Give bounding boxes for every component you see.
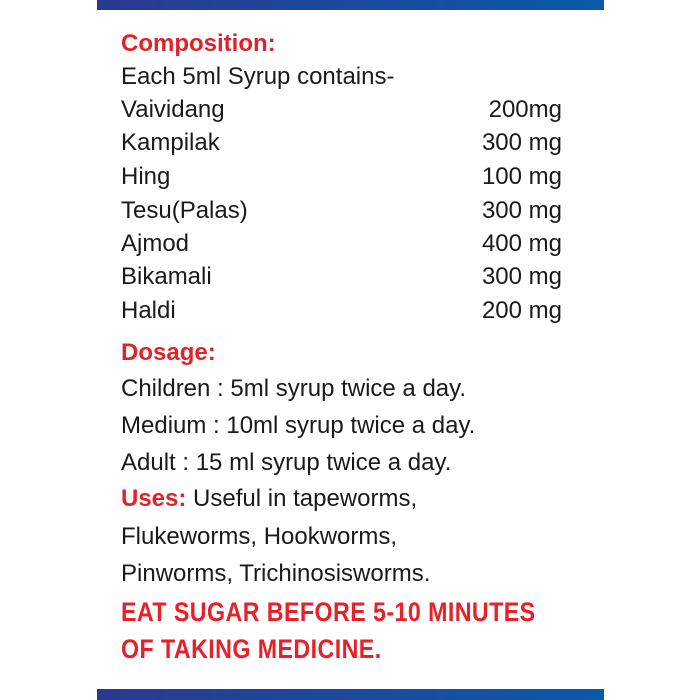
uses-line: Pinworms, Trichinosisworms. (121, 560, 431, 587)
ingredient-row: Hing 100 mg (121, 163, 562, 191)
ingredient-row: Bikamali 300 mg (121, 263, 562, 291)
composition-heading: Composition: (121, 30, 276, 57)
uses-text: Useful in tapeworms, (193, 485, 418, 512)
uses-line: Uses: Useful in tapeworms, (121, 485, 417, 513)
ingredient-amount: 300 mg (481, 197, 562, 224)
ingredient-name: Haldi (121, 297, 176, 324)
ingredient-name: Hing (121, 163, 171, 190)
ingredient-row: Haldi 200 mg (121, 297, 562, 325)
ingredient-name: Vaividang (121, 96, 225, 123)
dosage-heading: Dosage: (121, 339, 216, 366)
ingredient-row: Ajmod 400 mg (121, 230, 562, 258)
warning-line: EAT SUGAR BEFORE 5-10 MINUTES (121, 597, 536, 627)
bottom-banner-bar (97, 689, 604, 700)
ingredient-row: Vaividang 200mg (121, 96, 562, 124)
ingredient-amount: 200 mg (481, 297, 562, 324)
ingredient-name: Ajmod (121, 230, 190, 257)
ingredient-amount: 200mg (488, 96, 562, 123)
ingredient-amount: 300 mg (481, 129, 562, 156)
ingredient-name: Kampilak (121, 129, 220, 156)
dosage-line: Adult : 15 ml syrup twice a day. (121, 449, 452, 476)
ingredient-row: Kampilak 300 mg (121, 129, 562, 157)
top-banner-bar (97, 0, 604, 10)
ingredient-amount: 400 mg (481, 230, 562, 257)
uses-heading: Uses: (121, 485, 187, 512)
ingredient-name: Bikamali (121, 263, 212, 290)
ingredient-row: Tesu(Palas) 300 mg (121, 197, 562, 225)
warning-line: OF TAKING MEDICINE. (121, 634, 382, 664)
dosage-line: Children : 5ml syrup twice a day. (121, 375, 467, 402)
ingredient-amount: 300 mg (481, 263, 562, 290)
uses-line: Flukeworms, Hookworms, (121, 523, 398, 550)
ingredient-amount: 100 mg (481, 163, 562, 190)
ingredient-name: Tesu(Palas) (121, 197, 248, 224)
composition-intro: Each 5ml Syrup contains- (121, 63, 395, 90)
dosage-line: Medium : 10ml syrup twice a day. (121, 412, 476, 439)
